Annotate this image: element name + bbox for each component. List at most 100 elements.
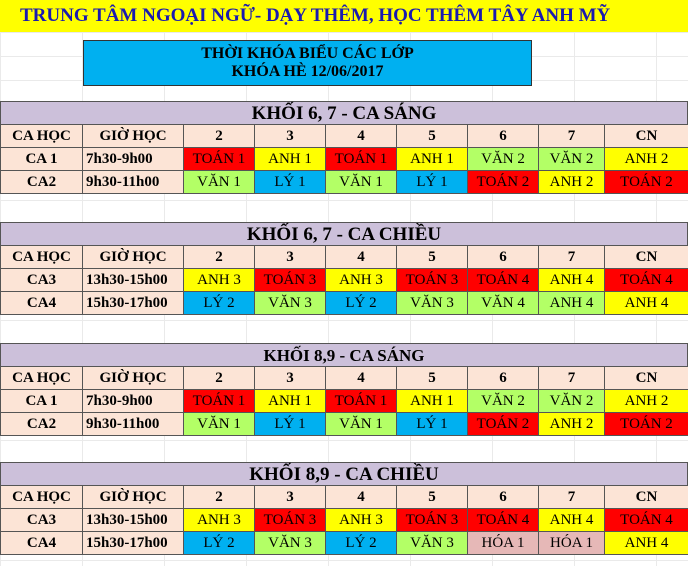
class-cell[interactable]: VĂN 3 — [396, 291, 468, 315]
shift-cell[interactable]: CA3 — [0, 268, 83, 292]
class-cell[interactable]: ANH 3 — [183, 508, 255, 532]
column-header: 7 — [538, 366, 605, 390]
class-cell[interactable]: TOÁN 4 — [604, 508, 688, 532]
class-cell[interactable]: LÝ 1 — [396, 412, 468, 436]
table-row: CA3 13h30-15h00 ANH 3 TOÁN 3 ANH 3 TOÁN … — [0, 268, 688, 292]
class-cell[interactable]: ANH 4 — [538, 291, 605, 315]
column-header: 2 — [183, 485, 255, 509]
shift-cell[interactable]: CA4 — [0, 531, 83, 555]
class-cell[interactable]: VĂN 3 — [254, 291, 326, 315]
class-cell[interactable]: TOÁN 4 — [467, 268, 539, 292]
schedule-title-box: THỜI KHÓA BIỂU CÁC LỚP KHÓA HÈ 12/06/201… — [83, 40, 532, 86]
schedule-table: CA HỌC GIỜ HỌC 2 3 4 5 6 7 CN CA 1 7h30-… — [0, 124, 688, 194]
table-row: CA4 15h30-17h00 LÝ 2 VĂN 3 LÝ 2 VĂN 3 VĂ… — [0, 291, 688, 315]
class-cell[interactable]: VĂN 2 — [467, 147, 539, 171]
time-cell[interactable]: 13h30-15h00 — [82, 508, 184, 532]
shift-cell[interactable]: CA3 — [0, 508, 83, 532]
block-title: KHỐI 6, 7 - CA CHIỀU — [0, 222, 688, 245]
shift-cell[interactable]: CA2 — [0, 170, 83, 194]
schedule-block: KHỐI 8,9 - CA SÁNG CA HỌC GIỜ HỌC 2 3 4 … — [0, 343, 688, 436]
class-cell[interactable]: ANH 1 — [396, 147, 468, 171]
class-cell[interactable]: LÝ 2 — [325, 531, 397, 555]
shift-cell[interactable]: CA4 — [0, 291, 83, 315]
class-cell[interactable]: LÝ 2 — [183, 531, 255, 555]
column-header: 4 — [325, 245, 397, 269]
class-cell[interactable]: TOÁN 1 — [325, 389, 397, 413]
column-header: 5 — [396, 485, 468, 509]
class-cell[interactable]: VĂN 3 — [396, 531, 468, 555]
time-cell[interactable]: 15h30-17h00 — [82, 531, 184, 555]
table-row: CA 1 7h30-9h00 TOÁN 1 ANH 1 TOÁN 1 ANH 1… — [0, 389, 688, 413]
column-header: CA HỌC — [0, 485, 83, 509]
class-cell[interactable]: ANH 4 — [538, 268, 605, 292]
class-cell[interactable]: TOÁN 3 — [254, 268, 326, 292]
column-header: CN — [604, 245, 688, 269]
shift-cell[interactable]: CA2 — [0, 412, 83, 436]
class-cell[interactable]: VĂN 3 — [254, 531, 326, 555]
class-cell[interactable]: HÓA 1 — [538, 531, 605, 555]
column-header: 4 — [325, 124, 397, 148]
schedule-table: CA HỌC GIỜ HỌC 2 3 4 5 6 7 CN CA 1 7h30-… — [0, 366, 688, 436]
class-cell[interactable]: LÝ 1 — [254, 170, 326, 194]
class-cell[interactable]: ANH 3 — [325, 268, 397, 292]
class-cell[interactable]: ANH 3 — [325, 508, 397, 532]
class-cell[interactable]: TOÁN 2 — [467, 412, 539, 436]
column-header: 2 — [183, 124, 255, 148]
time-cell[interactable]: 9h30-11h00 — [82, 412, 184, 436]
class-cell[interactable]: LÝ 2 — [325, 291, 397, 315]
class-cell[interactable]: ANH 2 — [604, 147, 688, 171]
class-cell[interactable]: VĂN 1 — [183, 412, 255, 436]
class-cell[interactable]: ANH 4 — [604, 291, 688, 315]
class-cell[interactable]: VĂN 1 — [325, 412, 397, 436]
time-cell[interactable]: 7h30-9h00 — [82, 389, 184, 413]
class-cell[interactable]: TOÁN 3 — [254, 508, 326, 532]
block-title: KHỐI 8,9 - CA SÁNG — [0, 343, 688, 366]
class-cell[interactable]: TOÁN 3 — [396, 268, 468, 292]
class-cell[interactable]: LÝ 2 — [183, 291, 255, 315]
schedule-block: KHỐI 8,9 - CA CHIỀU CA HỌC GIỜ HỌC 2 3 4… — [0, 462, 688, 555]
time-cell[interactable]: 13h30-15h00 — [82, 268, 184, 292]
column-header: GIỜ HỌC — [82, 366, 184, 390]
class-cell[interactable]: ANH 4 — [538, 508, 605, 532]
column-header: CN — [604, 366, 688, 390]
time-cell[interactable]: 9h30-11h00 — [82, 170, 184, 194]
column-header: 7 — [538, 124, 605, 148]
schedule-title: THỜI KHÓA BIỂU CÁC LỚP — [201, 45, 414, 62]
class-cell[interactable]: TOÁN 3 — [396, 508, 468, 532]
class-cell[interactable]: TOÁN 1 — [183, 147, 255, 171]
class-cell[interactable]: TOÁN 1 — [183, 389, 255, 413]
column-header: CN — [604, 124, 688, 148]
shift-cell[interactable]: CA 1 — [0, 389, 83, 413]
time-cell[interactable]: 7h30-9h00 — [82, 147, 184, 171]
class-cell[interactable]: VĂN 2 — [467, 389, 539, 413]
class-cell[interactable]: ANH 3 — [183, 268, 255, 292]
class-cell[interactable]: ANH 2 — [538, 170, 605, 194]
class-cell[interactable]: TOÁN 2 — [604, 170, 688, 194]
class-cell[interactable]: VĂN 1 — [325, 170, 397, 194]
class-cell[interactable]: TOÁN 2 — [467, 170, 539, 194]
class-cell[interactable]: ANH 1 — [396, 389, 468, 413]
class-cell[interactable]: VĂN 1 — [183, 170, 255, 194]
class-cell[interactable]: VĂN 2 — [538, 389, 605, 413]
class-cell[interactable]: ANH 1 — [254, 147, 326, 171]
class-cell[interactable]: TOÁN 1 — [325, 147, 397, 171]
column-header: 3 — [254, 124, 326, 148]
class-cell[interactable]: ANH 2 — [538, 412, 605, 436]
class-cell[interactable]: TOÁN 2 — [604, 412, 688, 436]
block-title: KHỐI 6, 7 - CA SÁNG — [0, 101, 688, 124]
class-cell[interactable]: TOÁN 4 — [604, 268, 688, 292]
class-cell[interactable]: ANH 1 — [254, 389, 326, 413]
time-cell[interactable]: 15h30-17h00 — [82, 291, 184, 315]
shift-cell[interactable]: CA 1 — [0, 147, 83, 171]
class-cell[interactable]: HÓA 1 — [467, 531, 539, 555]
column-header: 5 — [396, 124, 468, 148]
class-cell[interactable]: ANH 2 — [604, 389, 688, 413]
class-cell[interactable]: LÝ 1 — [254, 412, 326, 436]
class-cell[interactable]: VĂN 4 — [467, 291, 539, 315]
class-cell[interactable]: TOÁN 4 — [467, 508, 539, 532]
column-header: GIỜ HỌC — [82, 124, 184, 148]
class-cell[interactable]: VĂN 2 — [538, 147, 605, 171]
class-cell[interactable]: LÝ 1 — [396, 170, 468, 194]
class-cell[interactable]: ANH 4 — [604, 531, 688, 555]
column-header: 6 — [467, 124, 539, 148]
